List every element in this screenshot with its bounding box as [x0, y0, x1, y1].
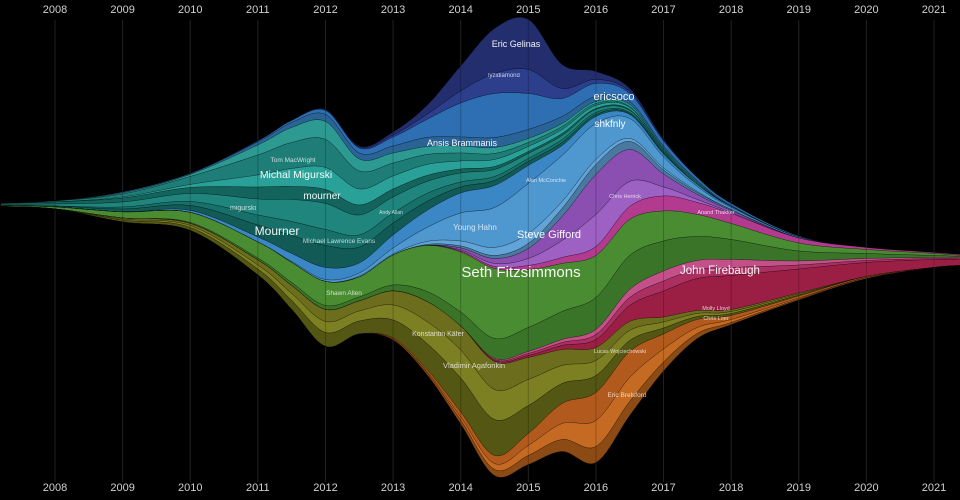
gridlines-over	[54, 20, 935, 482]
contributor-label: Vladimir Agafonkin	[443, 361, 505, 370]
year-label-bottom: 2021	[922, 482, 946, 494]
stream-band[interactable]	[0, 206, 960, 364]
year-label-top-row: 2008 2009 2010 2011 2012 2013 2014 2015 2016 2017…	[43, 4, 946, 16]
stream-band-steve-gifford[interactable]	[0, 115, 960, 283]
year-label-bottom: 2014	[448, 482, 472, 494]
stream-band-ansis-brammanis[interactable]	[0, 83, 960, 255]
stream-band-chris-loer[interactable]	[0, 206, 960, 363]
year-label-top: 2021	[922, 4, 946, 16]
year-label-bottom: 2016	[584, 482, 608, 494]
contributor-label: Ansis Brammanis	[427, 138, 498, 148]
year-label-top: 2008	[43, 4, 67, 16]
stream-band-molly-lloyd[interactable]	[0, 206, 960, 362]
year-label-top: 2019	[787, 4, 811, 16]
contributor-label: Molly Lloyd	[702, 306, 730, 312]
contributor-label: Lucas Wojciechowski	[594, 349, 646, 355]
stream-band-young-hahn[interactable]	[0, 110, 960, 281]
year-label-top: 2011	[246, 4, 270, 16]
year-label-top: 2013	[381, 4, 405, 16]
contributor-label: John Firebaugh	[680, 265, 760, 277]
contributor-label: Chris Herrick	[609, 194, 641, 200]
year-label-bottom: 2012	[313, 482, 337, 494]
stream-band-mourner[interactable]	[0, 102, 960, 255]
stream-band-ericsoco[interactable]	[0, 149, 960, 283]
stream-band-shkfnly[interactable]	[0, 179, 960, 283]
contributor-label: Eric Brelsford	[607, 392, 646, 399]
contributor-label: migurski	[230, 205, 257, 212]
stream-band-andy-allan[interactable]	[0, 94, 960, 255]
contributor-labels: Eric Gelinas lyzidiamond ericsoco shkfnly An…	[230, 39, 760, 399]
contributor-label: Michal Migurski	[260, 169, 332, 181]
contributor-label: Seth Fitzsimmons	[461, 264, 580, 281]
contributor-label: mourner	[303, 191, 341, 202]
year-label-top: 2012	[313, 4, 337, 16]
year-label-bottom: 2015	[516, 482, 540, 494]
year-label-top: 2015	[516, 4, 540, 16]
stream-band-anand-thakker[interactable]	[0, 195, 960, 283]
year-label-top: 2017	[651, 4, 675, 16]
year-label-bottom: 2017	[651, 482, 675, 494]
contributor-label: Alan McConchie	[526, 178, 566, 184]
stream-band-alan-mcconchie[interactable]	[0, 138, 960, 283]
contributor-label: ericsoco	[594, 91, 635, 103]
stream-bands	[0, 17, 960, 478]
year-label-bottom: 2020	[854, 482, 878, 494]
stream-band-john-firebaugh[interactable]	[0, 206, 960, 360]
year-label-top: 2020	[854, 4, 878, 16]
stream-band-seth-fitzsimmons[interactable]	[0, 205, 960, 340]
year-label-bottom: 2009	[110, 482, 134, 494]
year-label-top: 2014	[448, 4, 472, 16]
year-label-bottom: 2011	[246, 482, 270, 494]
contributor-label: Michael Lawrence Evans	[303, 238, 376, 245]
contributor-label: Anand Thakker	[697, 210, 734, 216]
year-label-bottom: 2008	[43, 482, 67, 494]
year-label-bottom: 2010	[178, 482, 202, 494]
year-label-top: 2009	[110, 4, 134, 16]
stream-band-michal-migurski[interactable]	[0, 100, 960, 255]
year-label-top: 2016	[584, 4, 608, 16]
stream-band-lyzidiamond[interactable]	[0, 68, 960, 255]
contributor-label: lyzidiamond	[488, 73, 520, 79]
stream-band-konstantin-k-fer[interactable]	[0, 206, 960, 391]
contributor-label: Chris Loer	[703, 316, 729, 322]
contributor-label: Shawn Allen	[326, 290, 362, 297]
year-label-top: 2010	[178, 4, 202, 16]
contributor-label: Mourner	[255, 224, 300, 238]
stream-band-chris-herrick[interactable]	[0, 141, 960, 283]
stream-band-michael-lawrence-evans[interactable]	[0, 108, 960, 255]
contributor-label: Andy Allan	[379, 210, 403, 216]
contributor-label: Eric Gelinas	[492, 39, 541, 49]
contributor-label: Steve Gifford	[517, 229, 581, 241]
contributor-label: Konstantin Käfer	[412, 331, 464, 338]
contributor-label: Tom MacWright	[270, 157, 315, 164]
year-label-top: 2018	[719, 4, 743, 16]
stream-band-mourner[interactable]	[0, 105, 960, 255]
year-label-bottom: 2018	[719, 482, 743, 494]
year-label-bottom: 2013	[381, 482, 405, 494]
year-label-bottom-row: 2008 2009 2010 2011 2012 2013 2014 2015 2016 2017…	[43, 482, 946, 494]
stream-band[interactable]	[0, 206, 960, 478]
contributor-label: Young Hahn	[453, 223, 497, 232]
stream-band-shawn-allen[interactable]	[0, 109, 960, 269]
stream-band-migurski[interactable]	[0, 104, 960, 255]
year-label-bottom: 2019	[787, 482, 811, 494]
stream-band-tom-macwright[interactable]	[0, 98, 960, 255]
contributor-label: shkfnly	[594, 119, 625, 130]
stream-band-eric-gelinas[interactable]	[0, 17, 960, 255]
